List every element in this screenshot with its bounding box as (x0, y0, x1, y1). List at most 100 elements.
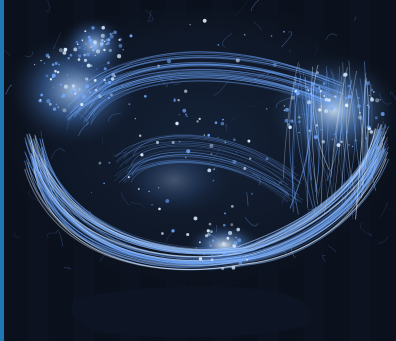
cell-body (209, 230, 213, 234)
cell-body (100, 39, 105, 44)
cell-body (34, 64, 36, 66)
axon-fiber (338, 66, 352, 189)
cell-body (209, 143, 214, 148)
cell-body (310, 92, 312, 94)
cell-body (105, 39, 108, 41)
cell-body (233, 241, 238, 246)
cell-body (127, 176, 130, 179)
axon-fiber (341, 87, 353, 219)
axon-fiber (244, 216, 259, 227)
axon-fiber (355, 88, 364, 198)
axon-fiber (299, 64, 319, 194)
lower-tissue-lobe (71, 286, 312, 338)
microscopy-image (4, 0, 396, 341)
cell-body (103, 182, 105, 185)
cell-body (235, 151, 238, 153)
cell-body (158, 207, 161, 211)
cell-body (161, 232, 164, 235)
cell-body (224, 141, 227, 144)
cell-body (243, 166, 247, 170)
cell-body (212, 179, 215, 182)
cell-body (86, 63, 91, 68)
cell-body (66, 74, 69, 76)
cell-body (357, 97, 360, 99)
cell-body (53, 86, 55, 89)
cell-body (177, 98, 180, 102)
axon-fiber (32, 148, 386, 265)
axon-fiber (328, 245, 336, 253)
cell-body (298, 116, 301, 119)
cell-body (77, 58, 81, 61)
axon-fiber (359, 222, 367, 234)
cell-body (238, 261, 243, 265)
cell-body (210, 258, 214, 262)
axon-fiber (330, 67, 348, 178)
cell-body (186, 115, 188, 117)
cell-body (203, 134, 206, 136)
axon-fiber (116, 141, 301, 183)
cell-body (178, 114, 180, 116)
cell-body (195, 247, 197, 249)
cell-body (222, 259, 226, 263)
cell-body (98, 161, 102, 165)
cell-body (214, 121, 218, 124)
cell-body (148, 190, 150, 193)
cell-body (186, 149, 191, 154)
axon-fiber (27, 191, 44, 205)
cell-body (103, 67, 107, 71)
axon-fiber (157, 73, 168, 87)
axon-fiber (348, 60, 362, 184)
axon-fiber (129, 202, 145, 209)
cell-body (122, 49, 124, 51)
axon-fiber (50, 148, 66, 160)
axon-fiber (124, 135, 287, 177)
cell-body (63, 84, 68, 89)
axon-fiber (244, 101, 259, 107)
axon-fiber (320, 79, 332, 214)
axon-fiber (30, 142, 384, 261)
cell-body (313, 135, 318, 140)
cell-body (379, 99, 381, 101)
cell-body (283, 109, 286, 112)
cell-body (39, 99, 42, 101)
cell-body (247, 139, 251, 143)
axon-fiber (302, 70, 310, 181)
cell-body (361, 118, 364, 121)
axon-fiber (77, 86, 84, 102)
axon-fiber (67, 53, 340, 98)
axon-fiber (32, 146, 380, 264)
axon-fiber (30, 151, 388, 266)
axon-fiber (207, 232, 220, 244)
axon-fiber (316, 99, 332, 113)
cell-body (222, 118, 224, 121)
axon-fiber (77, 99, 93, 104)
axon-fiber (116, 234, 127, 244)
cell-body (101, 38, 104, 42)
axon-fiber (78, 64, 344, 110)
axon-fiber (124, 137, 292, 179)
cell-body (255, 78, 257, 80)
cell-body (51, 76, 54, 79)
axon-fiber (362, 61, 367, 194)
cell-body (232, 257, 234, 259)
axon-fiber (289, 85, 312, 209)
cell-body (327, 98, 331, 102)
cell-body (365, 81, 370, 86)
cell-body (71, 90, 75, 94)
axon-fiber (91, 71, 343, 116)
axon-fiber (130, 161, 302, 203)
cell-body (196, 120, 199, 123)
axon-fiber (24, 51, 33, 57)
cell-body (140, 153, 144, 157)
axon-fiber (4, 13, 6, 15)
cell-body (77, 54, 82, 58)
axon-fiber (357, 78, 365, 203)
cell-body (175, 121, 179, 126)
axon-fiber (332, 71, 345, 189)
cell-body (81, 39, 84, 42)
cell-body (90, 42, 94, 46)
axon-fiber (330, 69, 343, 206)
axon-fiber (341, 70, 357, 189)
cell-body (334, 95, 337, 98)
cell-body (343, 72, 348, 77)
